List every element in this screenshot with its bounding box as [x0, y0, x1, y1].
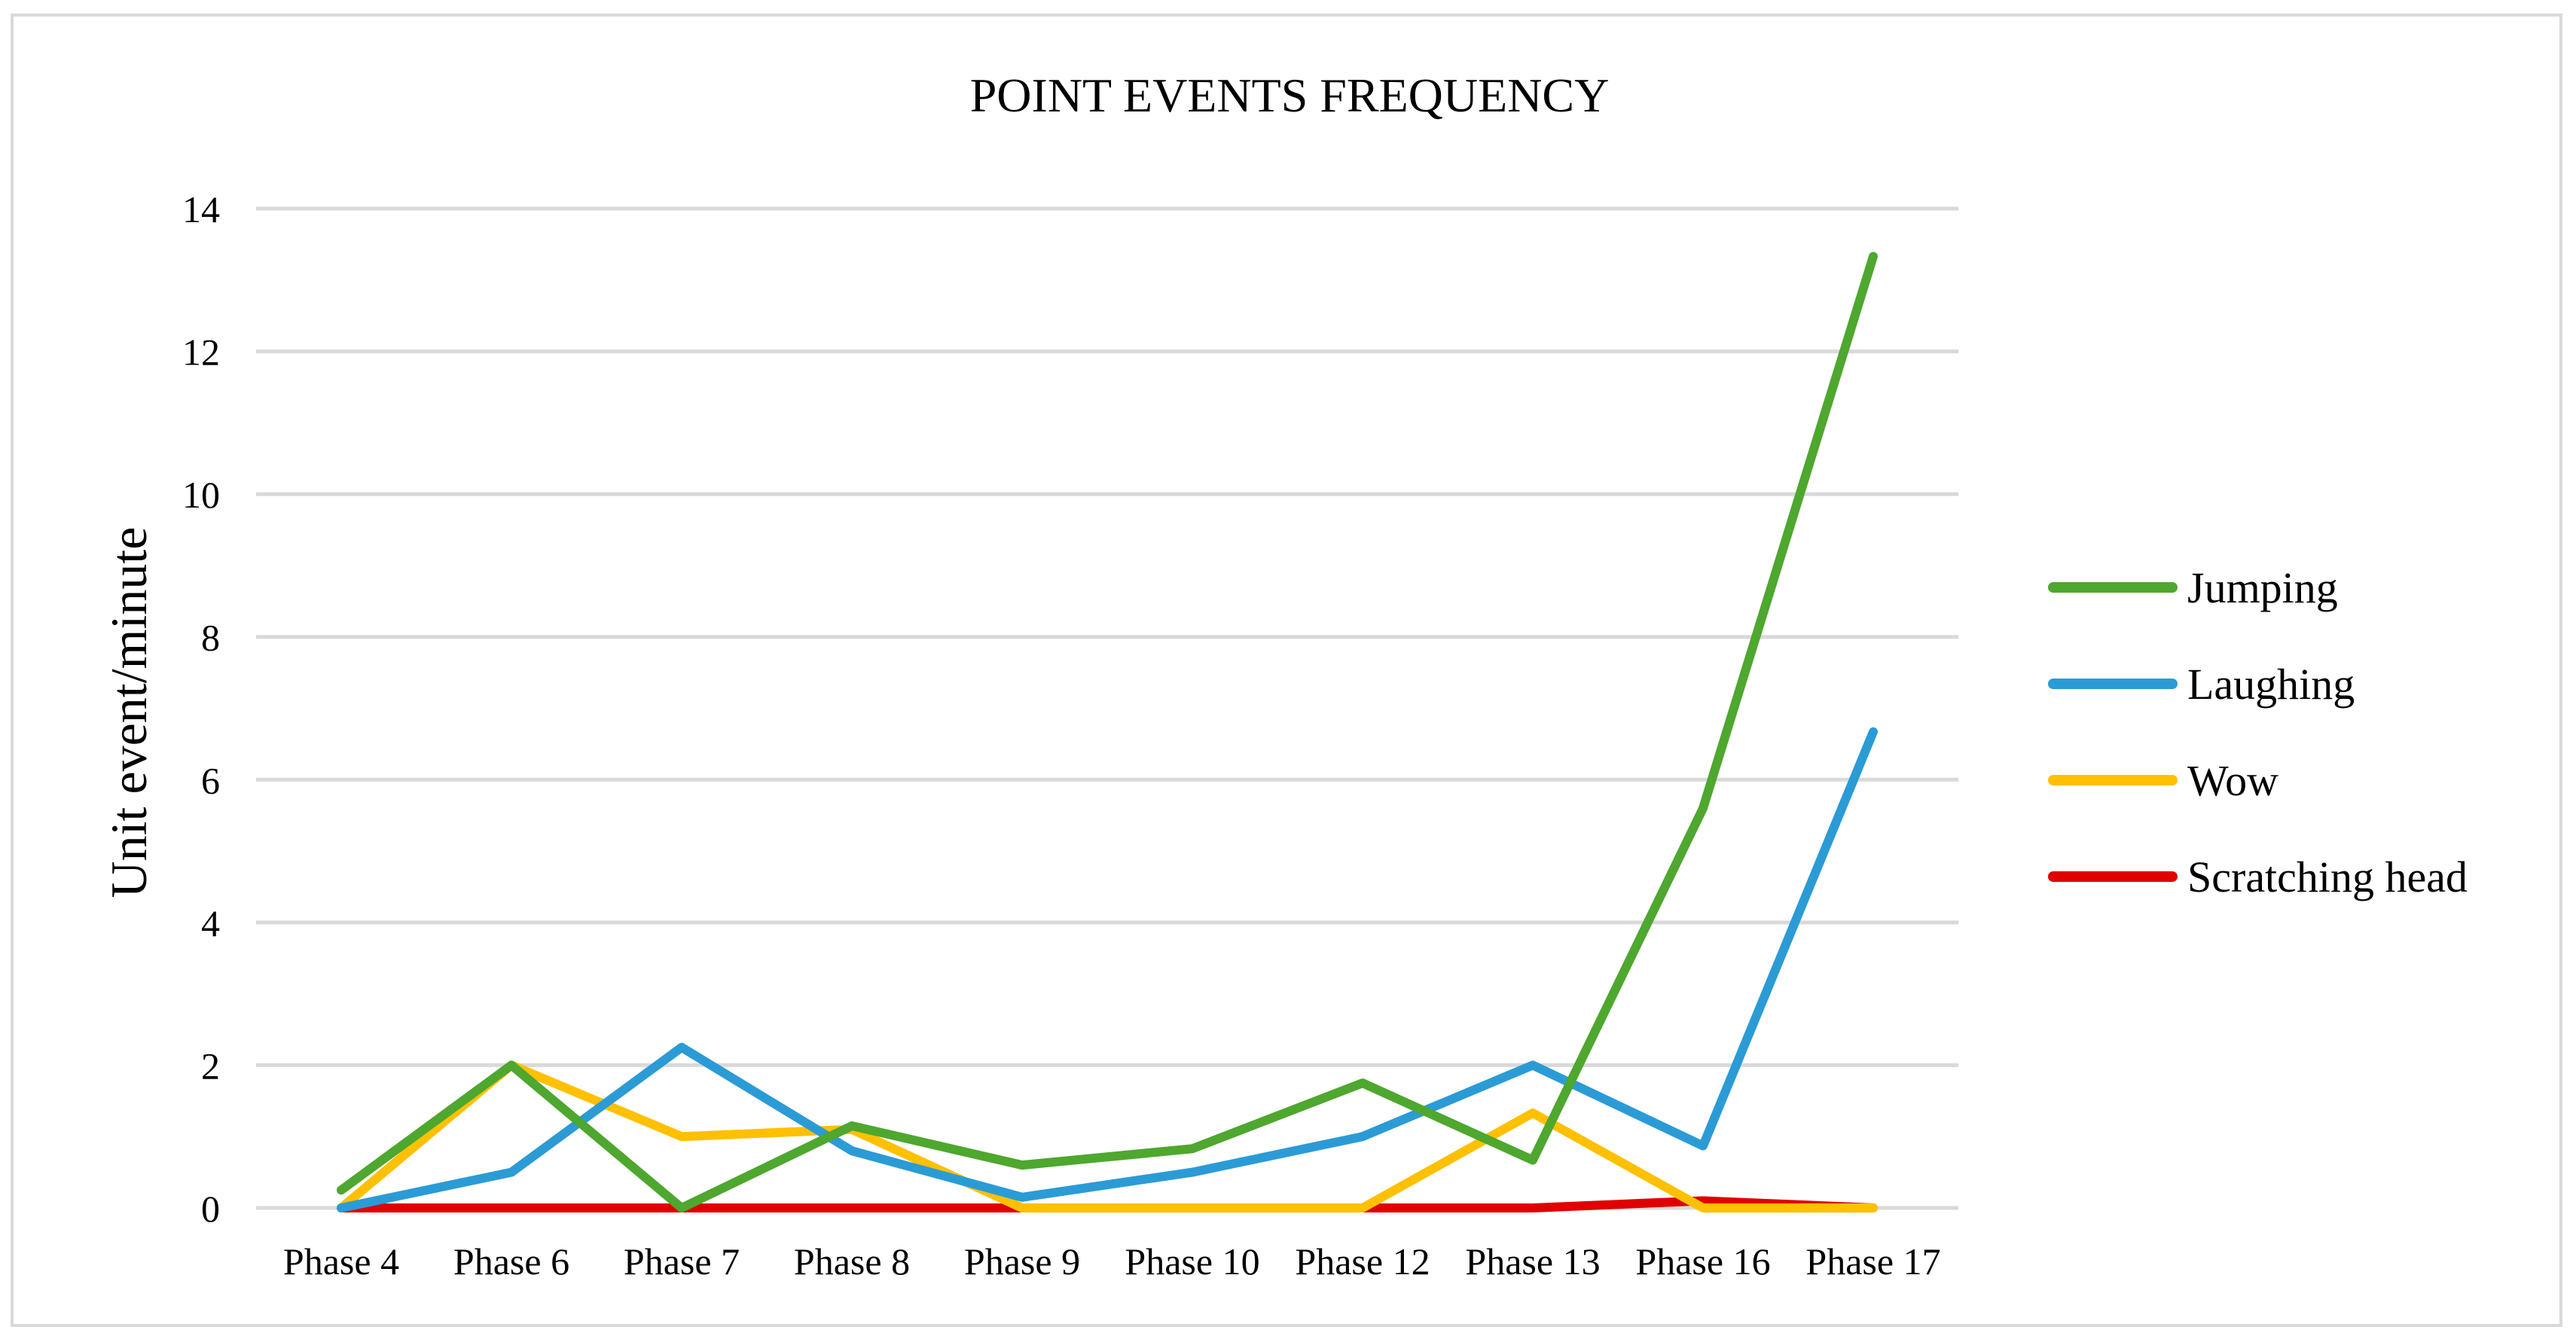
series-line-laughing: [337, 727, 1878, 1212]
legend-label: Laughing: [2187, 660, 2355, 709]
x-tick-label: Phase 10: [1125, 1240, 1259, 1283]
y-tick-label: 12: [182, 331, 220, 374]
y-tick-label: 8: [201, 617, 220, 659]
chart-title: POINT EVENTS FREQUENCY: [970, 69, 1610, 122]
x-tick-label: Phase 6: [453, 1240, 569, 1283]
y-tick-label: 2: [201, 1045, 220, 1087]
y-tick-label: 14: [182, 188, 220, 230]
y-tick-label: 6: [201, 759, 220, 801]
y-tick-labels: 0 2 4 6 8 10 12 14: [182, 188, 220, 1230]
x-tick-label: Phase 8: [794, 1240, 910, 1283]
legend-label: Scratching head: [2187, 852, 2468, 901]
x-tick-label: Phase 7: [624, 1240, 740, 1283]
y-tick-label: 0: [201, 1188, 220, 1230]
y-axis-label: Unit event/minute: [100, 527, 157, 898]
x-tick-label: Phase 4: [283, 1240, 399, 1283]
x-tick-label: Phase 17: [1805, 1240, 1940, 1283]
legend-label: Wow: [2187, 756, 2278, 805]
x-tick-label: Phase 9: [964, 1240, 1080, 1283]
series-lines: [337, 252, 1878, 1212]
series-line-wow: [337, 1060, 1878, 1212]
legend: Jumping Laughing Wow Scratching head: [2048, 563, 2468, 901]
x-tick-label: Phase 16: [1635, 1240, 1770, 1283]
x-tick-label: Phase 13: [1465, 1240, 1600, 1283]
x-tick-label: Phase 12: [1295, 1240, 1430, 1283]
series-line-jumping: [337, 252, 1878, 1212]
gridlines: [256, 206, 1958, 1210]
x-tick-labels: Phase 4 Phase 6 Phase 7 Phase 8 Phase 9 Phase…: [283, 1240, 1941, 1283]
y-tick-label: 10: [182, 474, 220, 516]
y-tick-label: 4: [201, 902, 220, 944]
legend-label: Jumping: [2187, 563, 2338, 612]
